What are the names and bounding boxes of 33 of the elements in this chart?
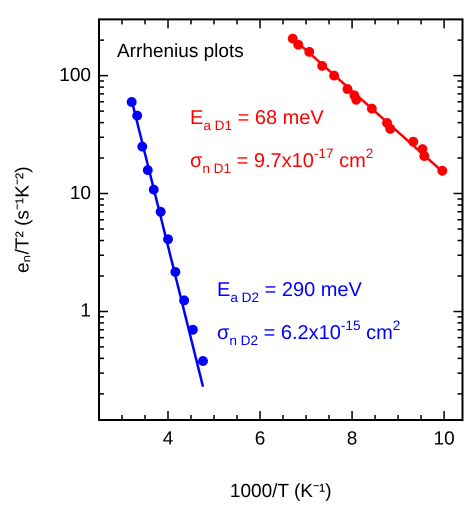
point xyxy=(288,34,298,44)
point xyxy=(419,151,430,162)
x-axis-title: 1000/T (K⁻¹) xyxy=(230,480,332,502)
y-tick-label: 100 xyxy=(59,64,91,86)
point xyxy=(293,40,304,50)
point xyxy=(366,104,377,114)
point xyxy=(170,267,180,278)
point xyxy=(148,184,159,195)
point xyxy=(198,356,208,366)
point xyxy=(317,60,328,71)
y-tick-label: 10 xyxy=(70,182,91,204)
point xyxy=(437,166,448,176)
x-tick-label: 8 xyxy=(346,428,358,450)
y-tick-label: 1 xyxy=(80,300,91,322)
point xyxy=(188,324,198,335)
y-axis-title: eₙ/T² (s⁻¹K⁻²) xyxy=(12,166,34,273)
x-tick-label: 4 xyxy=(162,428,174,450)
point xyxy=(142,165,153,176)
x-tick-label: 10 xyxy=(434,428,455,450)
point xyxy=(385,124,396,134)
point xyxy=(329,70,340,81)
point xyxy=(137,142,148,152)
x-tick-label: 6 xyxy=(254,428,266,450)
annotation: Arrhenius plots xyxy=(117,41,244,62)
point xyxy=(351,94,362,105)
point xyxy=(156,206,166,217)
point xyxy=(126,97,137,108)
point xyxy=(132,110,142,121)
point xyxy=(163,234,174,244)
point xyxy=(179,295,190,306)
point xyxy=(342,84,352,94)
point xyxy=(408,136,418,147)
point xyxy=(304,46,314,57)
